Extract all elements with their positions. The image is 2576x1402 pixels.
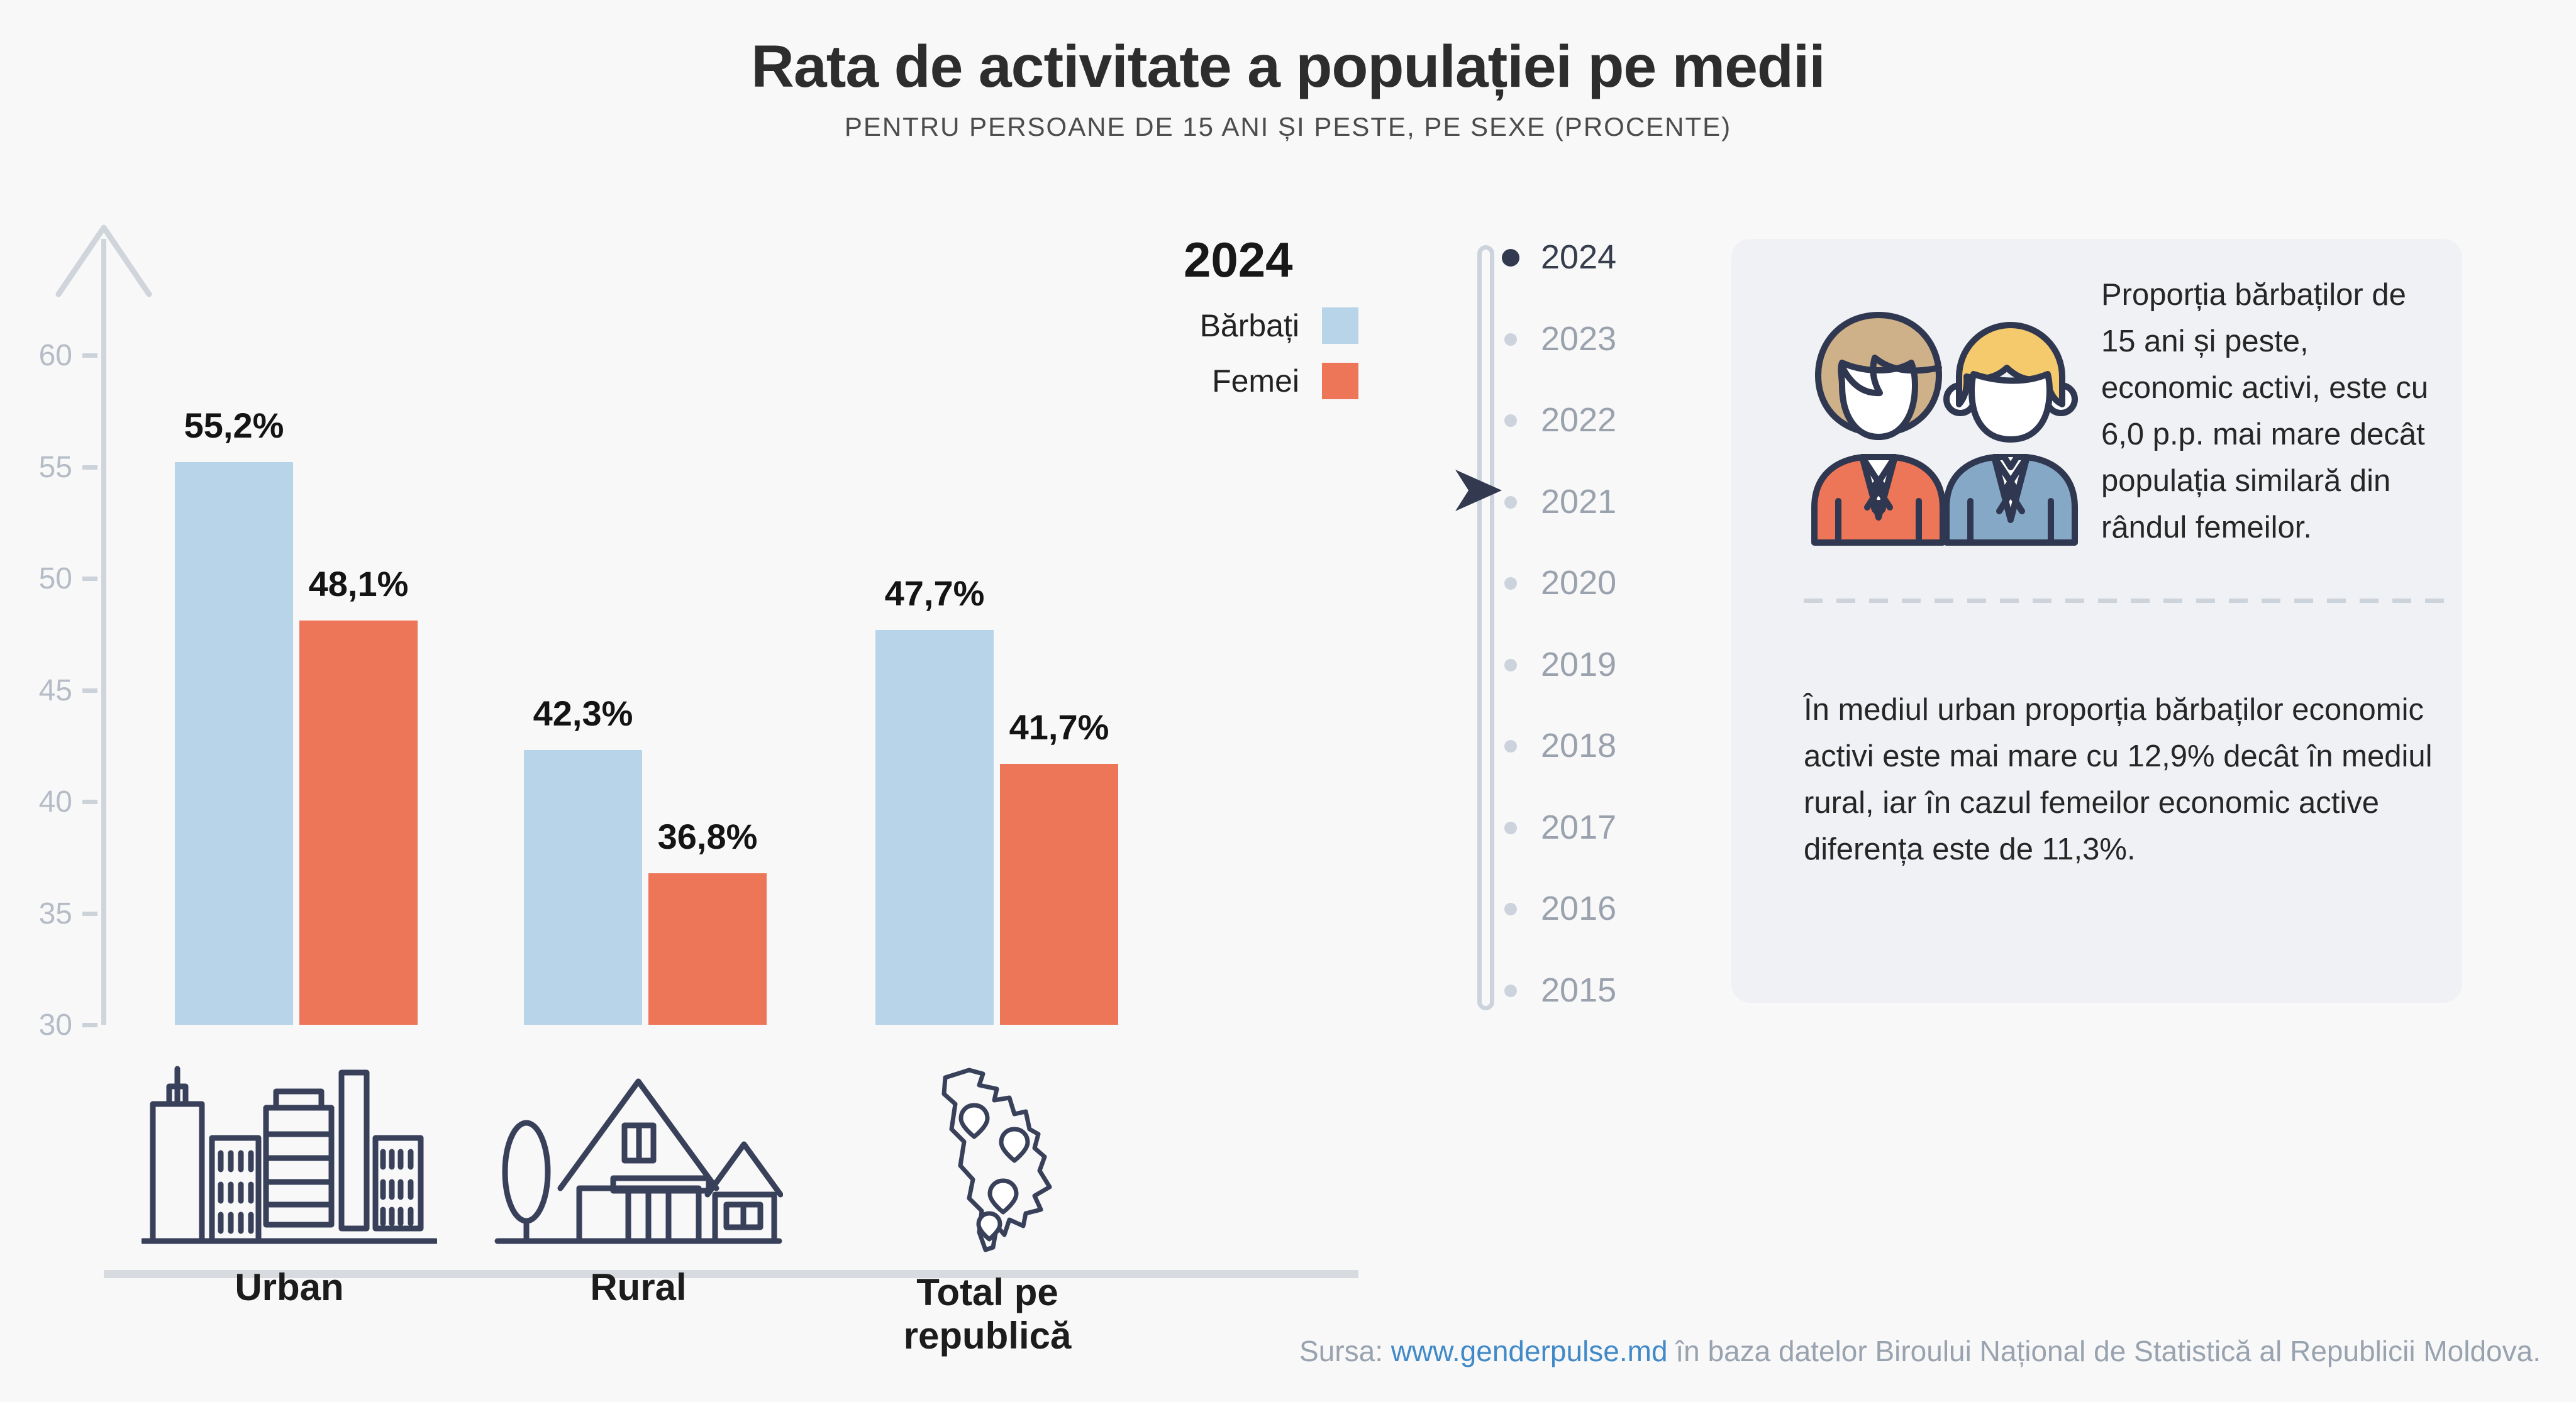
legend-label-men: Bărbați [1199,308,1299,343]
y-axis-arrow-icon [55,224,152,297]
y-tick-label-45: 45 [38,673,72,707]
y-tick-dash-50 [82,577,97,581]
bar-Femei-Urban[interactable] [299,621,418,1025]
bar-chart-plot: 30 35 40 45 50 55 60 55,2% 42,3% 47,7% 48,1% 36,8% 4… [39,224,1358,1278]
timeline-label-2018: 2018 [1541,727,1617,764]
timeline-year-2021[interactable]: 2021 [1465,477,1717,527]
y-tick-dash-35 [82,911,97,916]
x-axis-baseline [104,1270,1358,1278]
source-suffix: în baza datelor Biroului Național de Sta… [1667,1335,2541,1367]
timeline-dot-2016 [1504,903,1517,915]
y-tick-label-55: 55 [38,450,72,484]
timeline-year-2019[interactable]: 2019 [1465,640,1717,690]
timeline-label-2022: 2022 [1541,401,1617,439]
city-icon [140,1066,439,1244]
timeline-label-2019: 2019 [1541,645,1617,683]
timeline-label-2024: 2024 [1541,238,1617,276]
timeline-dot-2018 [1504,740,1517,753]
timeline-year-2016[interactable]: 2016 [1465,884,1717,934]
bar-value-label: 41,7% [1009,707,1109,747]
timeline-dot-2023 [1504,333,1517,346]
timeline-dot-2015 [1504,984,1517,997]
category-label-total: Total pe republică [903,1271,1072,1357]
year-timeline: 2024 2023 2022 2021 2020 2019 2018 2017 2016 2015 [1455,233,1748,1044]
y-tick-label-50: 50 [38,562,72,595]
house-icon [494,1078,784,1244]
chart-legend: 2024 Bărbați Femei [1184,231,1358,399]
timeline-label-2023: 2023 [1541,319,1617,358]
timeline-cursor-icon[interactable] [1455,470,1502,511]
y-tick-dash-55 [82,465,97,470]
bar-value-label: 48,1% [308,564,409,604]
source-prefix: Sursa: [1299,1335,1391,1367]
timeline-track[interactable] [1477,245,1494,1010]
bar-Femei-Rural[interactable] [648,873,767,1025]
page-subtitle: PENTRU PERSOANE DE 15 ANI ȘI PESTE, PE S… [844,112,1732,141]
timeline-dot-2022 [1504,414,1517,427]
source-link[interactable]: www.genderpulse.md [1391,1335,1668,1367]
legend-year: 2024 [1184,232,1293,287]
bar-value-label: 36,8% [657,816,758,856]
y-axis-line [101,239,106,1025]
timeline-year-2017[interactable]: 2017 [1465,803,1717,853]
timeline-year-2015[interactable]: 2015 [1465,966,1717,1016]
y-tick-label-60: 60 [38,339,72,372]
legend-item-men: Bărbați [1184,307,1358,344]
timeline-label-2017: 2017 [1541,808,1617,846]
category-urban: Urban [129,1064,450,1309]
timeline-label-2016: 2016 [1541,890,1617,927]
insight-paragraph-1: Proporția bărbaților de 15 ani și peste,… [2101,278,2429,544]
timeline-label-2020: 2020 [1541,564,1617,602]
legend-swatch-women [1322,363,1358,399]
y-tick-label-40: 40 [38,785,72,819]
timeline-dot-2019 [1504,658,1517,671]
timeline-label-2021: 2021 [1541,482,1617,521]
insight-paragraph-2: În mediul urban proporția bărbaților eco… [1804,693,2433,866]
y-tick-label-35: 35 [38,897,72,930]
page-title: Rata de activitate a populației pe medii [751,33,1825,100]
y-tick-label-30: 30 [38,1008,72,1042]
timeline-year-2018[interactable]: 2018 [1465,721,1717,771]
man-woman-icon [1811,312,2078,546]
y-tick-dash-60 [82,353,97,358]
info-card: Proporția bărbaților de 15 ani și peste,… [1731,239,2462,1003]
bar-Femei-Total pe republică[interactable] [1000,763,1118,1025]
timeline-year-2024[interactable]: 2024 [1465,233,1717,283]
bar-value-label: 47,7% [884,573,985,613]
category-total: Total pe republică [830,1064,1145,1357]
category-rural: Rural [481,1064,796,1309]
moldova-map-icon [941,1068,1052,1252]
timeline-label-2015: 2015 [1541,971,1617,1009]
timeline-dot-2021 [1504,495,1517,509]
legend-item-women: Femei [1184,363,1358,399]
legend-swatch-men [1322,307,1358,344]
legend-label-women: Femei [1212,363,1299,399]
bar-value-label: 42,3% [533,693,633,734]
source-line: Sursa: www.genderpulse.md în baza datelo… [1299,1334,2541,1368]
bar-Bărbați-Urban[interactable] [175,462,293,1025]
timeline-dot-2024 [1502,249,1519,267]
timeline-dot-2017 [1504,821,1517,834]
timeline-year-2022[interactable]: 2022 [1465,395,1717,446]
category-label-urban: Urban [235,1266,344,1308]
y-tick-dash-30 [82,1023,97,1027]
bar-Bărbați-Total pe republică[interactable] [875,629,994,1025]
timeline-dot-2020 [1504,577,1517,590]
y-tick-dash-45 [82,688,97,693]
category-label-rural: Rural [590,1266,687,1308]
bar-value-label: 55,2% [184,406,284,446]
timeline-year-2020[interactable]: 2020 [1465,558,1717,609]
bar-Bărbați-Rural[interactable] [524,750,642,1025]
dashed-divider [1804,599,2458,603]
timeline-year-2023[interactable]: 2023 [1465,314,1717,365]
y-tick-dash-40 [82,800,97,804]
